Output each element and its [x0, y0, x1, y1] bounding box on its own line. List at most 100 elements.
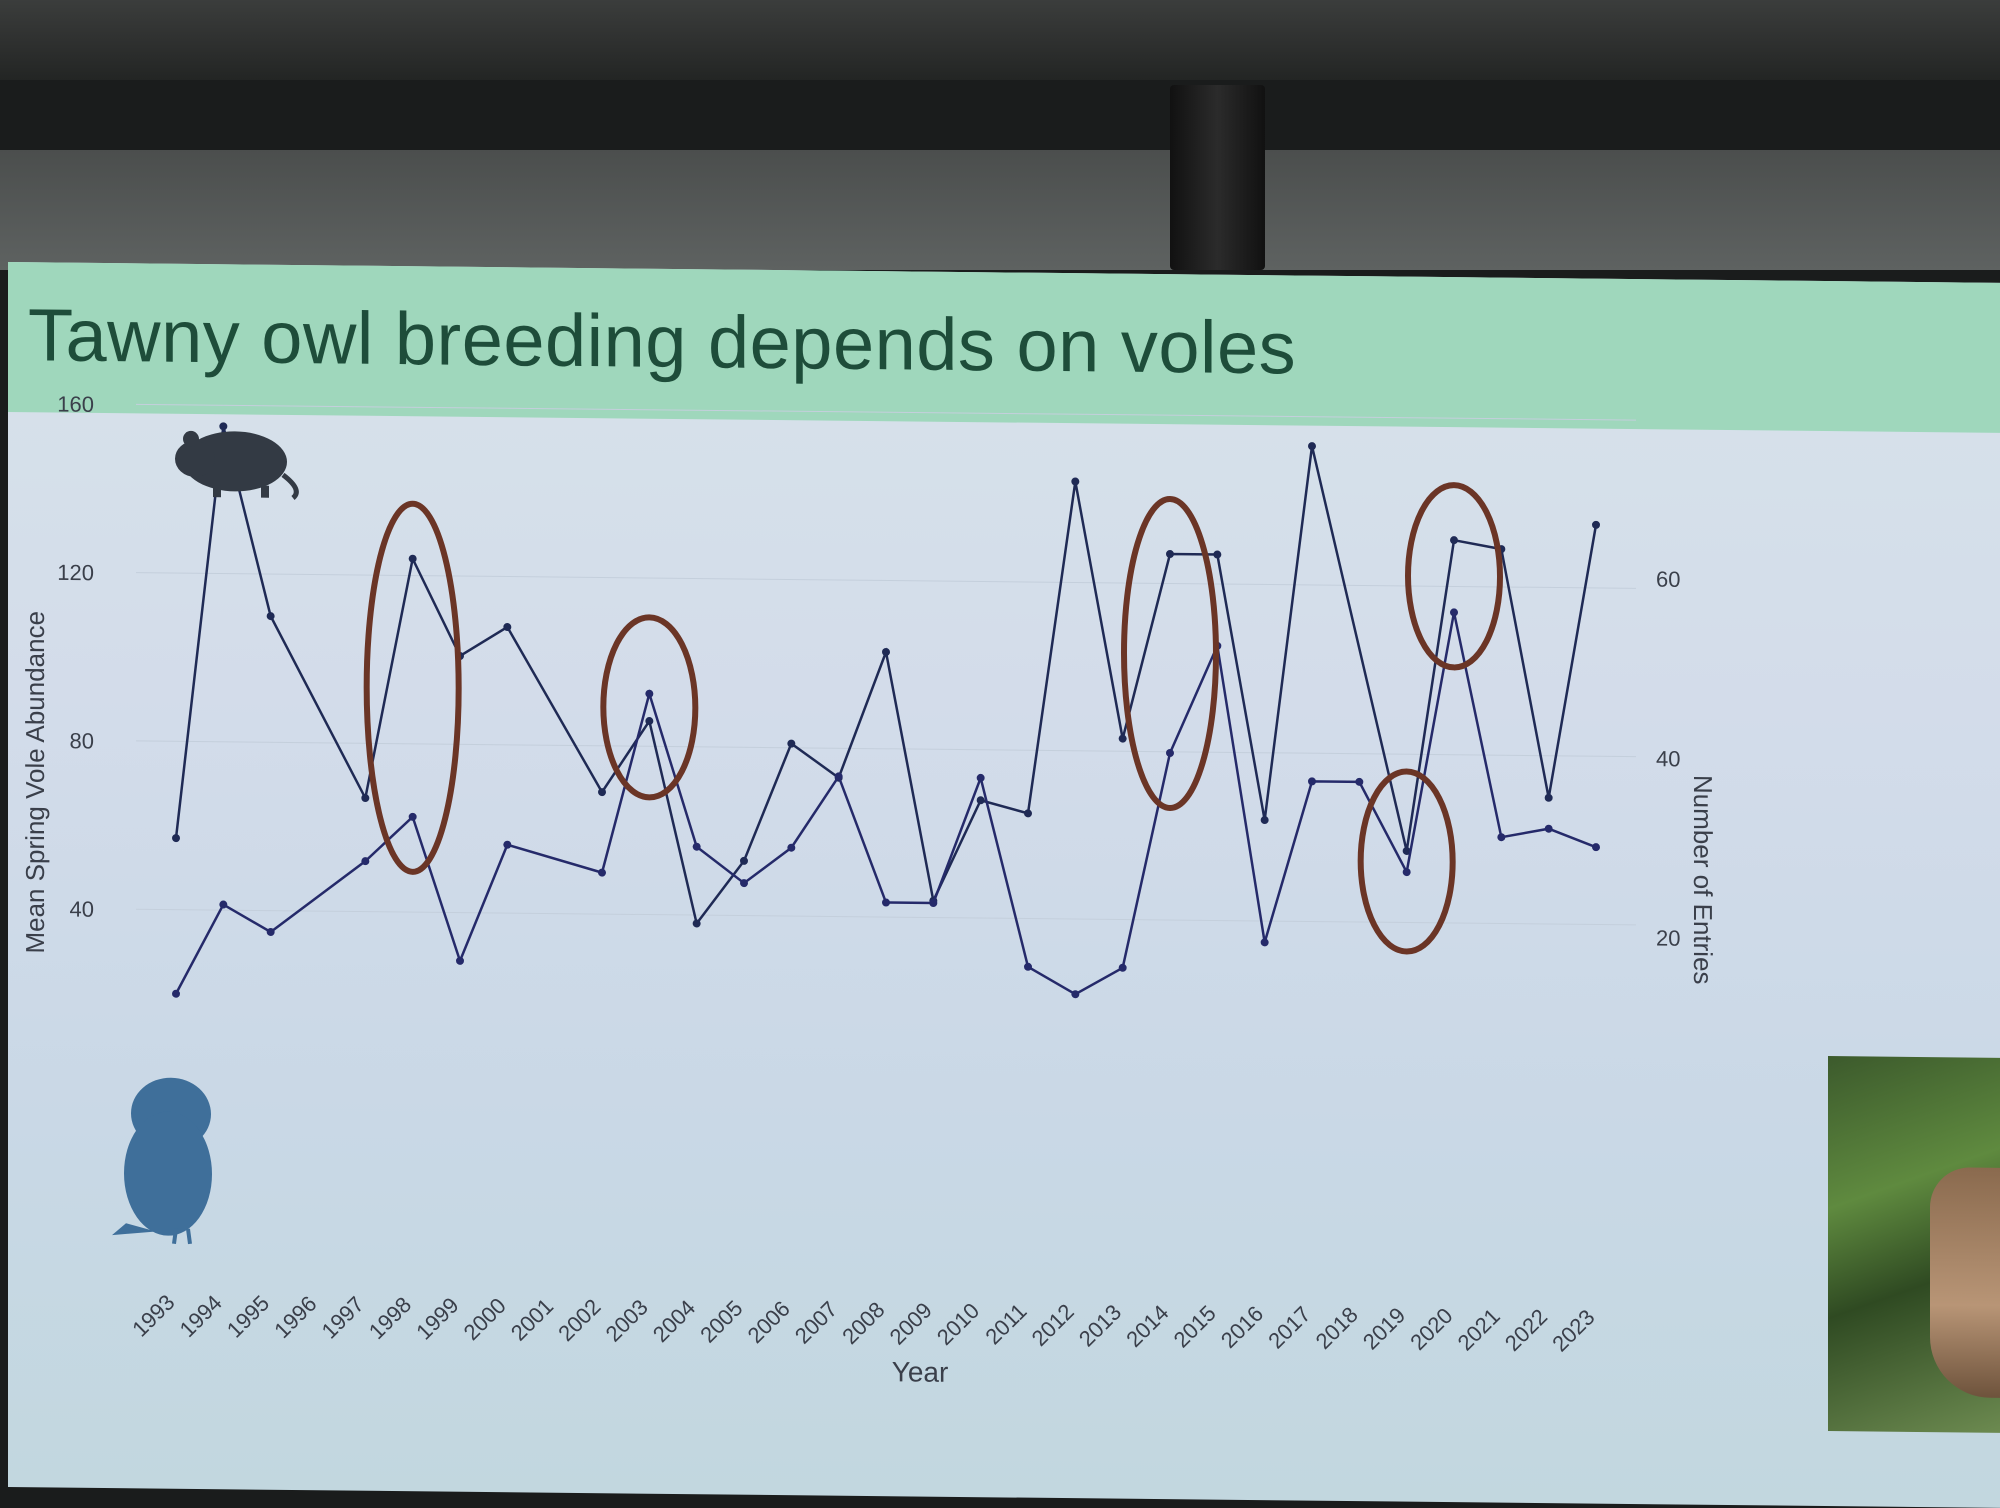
series-point	[882, 648, 890, 657]
x-tick-label: 2000	[459, 1293, 511, 1345]
ceiling	[0, 0, 2000, 80]
gridline	[136, 740, 1636, 758]
series-point	[503, 840, 512, 849]
series-point	[1118, 734, 1127, 743]
x-tick-label: 2017	[1263, 1301, 1315, 1353]
series-point	[1355, 777, 1364, 786]
series-point	[266, 612, 275, 621]
series-point	[1592, 520, 1600, 529]
series-point	[172, 834, 180, 843]
series-line-1	[174, 426, 1598, 927]
highlight-circles	[363, 482, 1503, 955]
x-tick-label: 2014	[1121, 1300, 1173, 1352]
x-tick-label: 2003	[601, 1294, 653, 1346]
series-point	[1450, 536, 1458, 545]
series-point	[219, 900, 228, 909]
x-tick-label: 2023	[1547, 1304, 1599, 1356]
series-point	[1071, 990, 1080, 999]
chart-grid	[136, 403, 1636, 926]
series-point	[456, 956, 464, 965]
series-point	[1071, 477, 1080, 486]
series-point	[645, 689, 654, 698]
series-point	[598, 788, 606, 797]
x-tick-label: 2006	[743, 1296, 795, 1348]
left-tick-label: 40	[70, 897, 94, 922]
series-point	[1450, 608, 1458, 617]
x-tick-label: 2022	[1500, 1304, 1552, 1356]
series-point	[740, 856, 748, 865]
x-tick-label: 1996	[269, 1291, 321, 1343]
highlight-circle	[363, 500, 462, 875]
series-point	[1497, 833, 1506, 842]
series-point	[1544, 793, 1553, 802]
gridline	[136, 572, 1636, 589]
x-tick-label: 2011	[980, 1298, 1031, 1349]
x-tick-label: 1997	[317, 1291, 369, 1343]
x-tick-label: 2013	[1074, 1299, 1126, 1351]
x-tick-label: 2021	[1453, 1303, 1505, 1355]
x-axis-ticks: 1993199419951996199719981999200020012002…	[127, 1289, 1599, 1356]
series-point	[882, 898, 890, 907]
y-axis-label-right: Number of Entries	[1688, 775, 1718, 985]
right-tick-label: 20	[1656, 925, 1680, 950]
gridline	[136, 403, 1636, 421]
series-point	[740, 879, 748, 888]
ceiling-speaker	[1170, 85, 1265, 270]
series-point	[787, 739, 796, 748]
series-point	[976, 796, 985, 805]
x-tick-label: 1993	[127, 1289, 179, 1341]
series-point	[1308, 777, 1316, 786]
series-point	[1166, 748, 1174, 757]
left-tick-label: 120	[57, 560, 94, 585]
highlight-circle	[1357, 768, 1456, 955]
series-point	[645, 717, 654, 726]
left-axis-ticks: 40 80 120 160	[57, 392, 94, 922]
highlight-circle	[1121, 496, 1219, 811]
series-point	[408, 812, 417, 821]
left-tick-label: 160	[57, 392, 94, 417]
owl-silhouette-icon	[112, 1077, 212, 1245]
series-point	[692, 842, 701, 851]
series-point	[1402, 846, 1411, 855]
series-point	[834, 772, 843, 781]
x-tick-label: 2015	[1169, 1300, 1221, 1352]
x-tick-label: 2019	[1358, 1302, 1410, 1354]
series-point	[1213, 550, 1222, 559]
x-tick-label: 2004	[648, 1295, 700, 1347]
series-point	[1024, 809, 1032, 818]
x-tick-label: 1995	[222, 1290, 274, 1342]
series-point	[1544, 824, 1553, 833]
x-tick-label: 1994	[175, 1290, 227, 1342]
x-tick-label: 2016	[1216, 1301, 1268, 1353]
series-point	[1166, 550, 1174, 559]
highlight-circle	[1405, 482, 1503, 671]
series-point	[1402, 868, 1411, 877]
x-tick-label: 2012	[1027, 1299, 1079, 1351]
series-point	[1260, 938, 1269, 947]
projection-screen: Tawny owl breeding depends on voles 40 80…	[8, 262, 2000, 1508]
wall	[0, 150, 2000, 270]
y-axis-label-left: Mean Spring Vole Abundance	[20, 611, 50, 954]
series-point	[692, 919, 701, 928]
x-tick-label: 2008	[837, 1297, 889, 1349]
highlight-circle	[600, 614, 699, 801]
vole-silhouette-icon	[175, 430, 299, 500]
series-point	[172, 989, 180, 998]
series-line-2	[174, 612, 1597, 996]
series-point	[1592, 843, 1600, 852]
x-tick-label: 2020	[1405, 1303, 1457, 1355]
right-tick-label: 40	[1656, 746, 1680, 771]
series-point	[1118, 963, 1127, 972]
series-point	[1260, 816, 1269, 825]
x-tick-label: 2002	[553, 1294, 605, 1346]
x-tick-label: 1998	[364, 1292, 416, 1344]
x-axis-label: Year	[892, 1356, 949, 1388]
x-tick-label: 2018	[1311, 1302, 1363, 1354]
series-point	[1308, 442, 1316, 451]
right-tick-label: 60	[1656, 567, 1680, 592]
series-point	[361, 794, 370, 803]
series-point	[598, 868, 606, 877]
x-tick-label: 2010	[932, 1298, 984, 1350]
series-point	[1024, 962, 1032, 971]
